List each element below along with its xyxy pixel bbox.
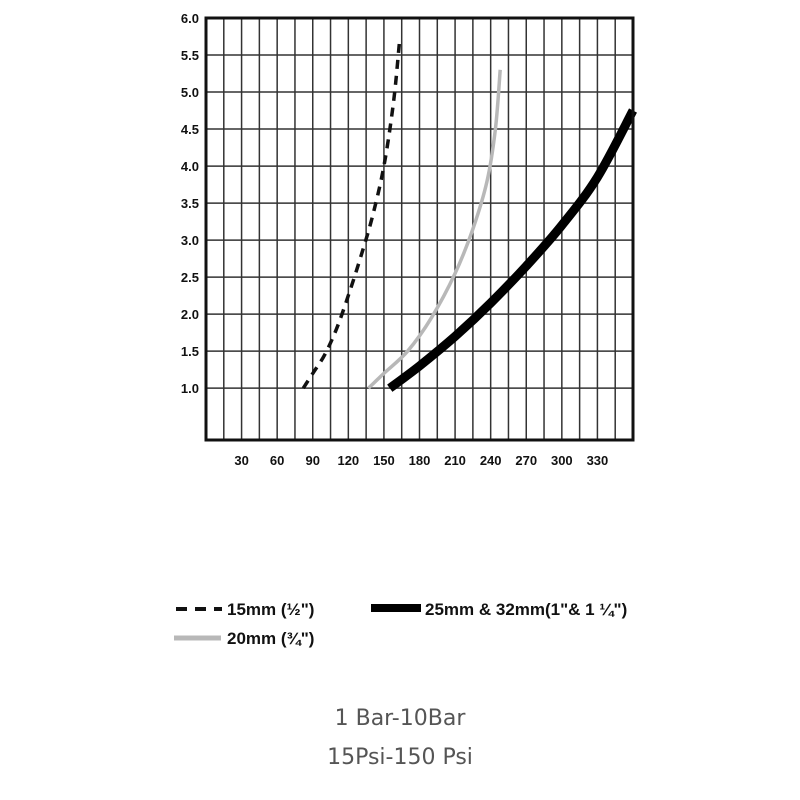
x-tick-label: 180 — [409, 453, 431, 468]
y-tick-label: 3.0 — [181, 233, 199, 248]
grid-lines — [206, 17, 633, 440]
x-axis-tick-labels: 30 60 90 120 150 180 210 240 270 300 330 — [234, 453, 608, 468]
series-line-25mm-32mm — [387, 108, 637, 392]
legend: 15mm (½") 25mm & 32mm(1"& 1 ¼") 20mm (¾"… — [174, 600, 627, 648]
legend-label-20mm: 20mm (¾") — [227, 629, 314, 648]
x-tick-label: 120 — [337, 453, 359, 468]
y-tick-label: 2.5 — [181, 270, 199, 285]
x-tick-label: 210 — [444, 453, 466, 468]
caption-bar-range: 1 Bar-10Bar — [334, 706, 466, 731]
y-tick-label: 1.0 — [181, 381, 199, 396]
x-tick-label: 150 — [373, 453, 395, 468]
x-tick-label: 60 — [270, 453, 284, 468]
y-tick-label: 3.5 — [181, 196, 199, 211]
series-line-15mm — [301, 43, 402, 390]
x-tick-label: 30 — [234, 453, 248, 468]
y-tick-label: 4.5 — [181, 122, 199, 137]
y-tick-label: 4.0 — [181, 159, 199, 174]
series-line-20mm — [367, 69, 502, 390]
legend-label-15mm: 15mm (½") — [227, 600, 314, 619]
caption-psi-range: 15Psi-150 Psi — [327, 745, 473, 770]
y-axis-tick-labels: 1.0 1.5 2.0 2.5 3.0 3.5 4.0 4.5 5.0 5.5 6.0 — [181, 11, 199, 396]
x-tick-label: 270 — [515, 453, 537, 468]
plot-frame — [204, 16, 635, 442]
y-tick-label: 6.0 — [181, 11, 199, 26]
x-tick-label: 330 — [587, 453, 609, 468]
y-tick-label: 1.5 — [181, 344, 199, 359]
series-lines — [301, 43, 637, 392]
x-tick-label: 90 — [306, 453, 320, 468]
y-tick-label: 2.0 — [181, 307, 199, 322]
x-tick-label: 300 — [551, 453, 573, 468]
legend-label-25mm-32mm: 25mm & 32mm(1"& 1 ¼") — [425, 600, 627, 619]
y-tick-label: 5.5 — [181, 48, 199, 63]
y-tick-label: 5.0 — [181, 85, 199, 100]
x-tick-label: 240 — [480, 453, 502, 468]
